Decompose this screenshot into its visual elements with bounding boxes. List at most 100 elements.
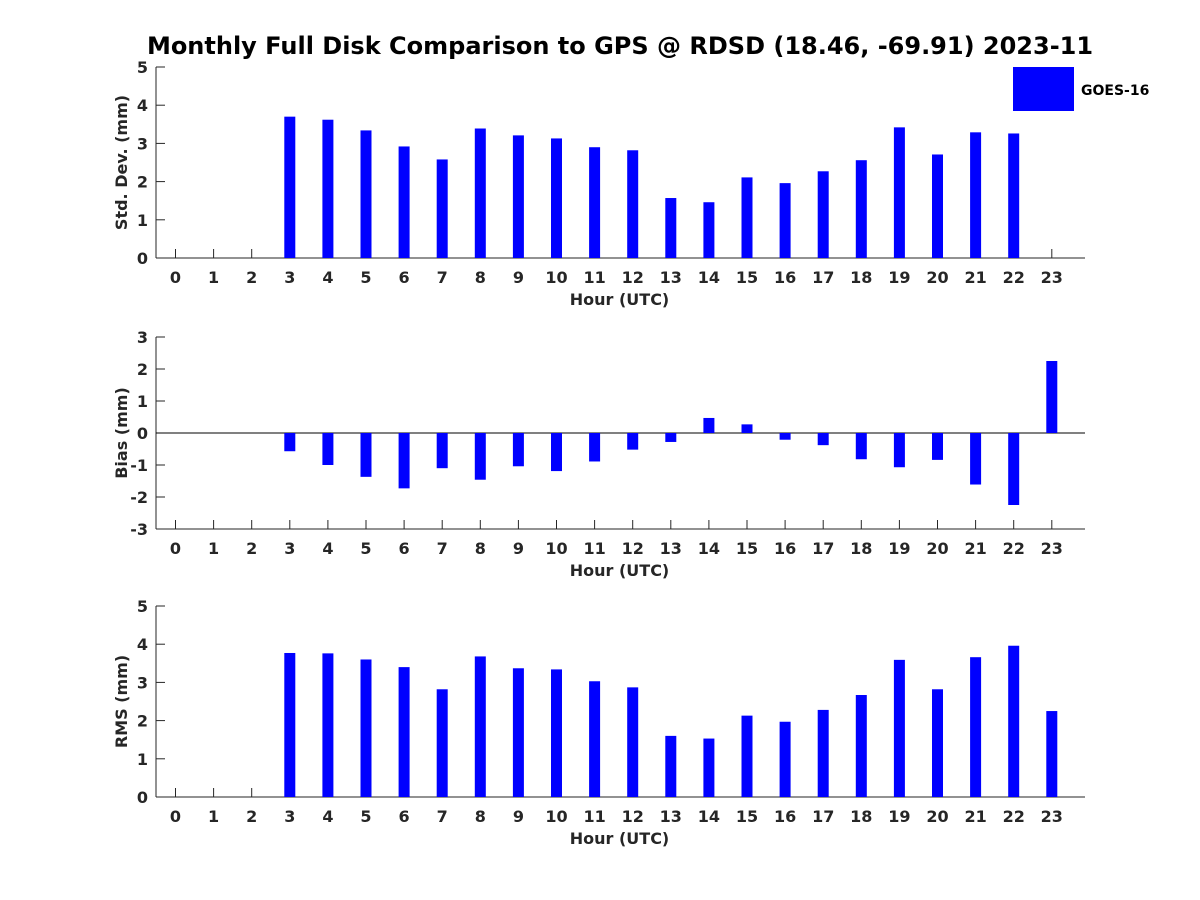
x-tick-label: 7 — [437, 807, 448, 826]
legend: GOES-16 — [1013, 67, 1149, 111]
y-tick-label: 1 — [137, 392, 148, 411]
x-tick-label: 3 — [284, 807, 295, 826]
x-axis-label: Hour (UTC) — [570, 290, 670, 309]
bar — [398, 146, 410, 258]
bar — [284, 433, 296, 452]
x-tick-label: 12 — [622, 807, 644, 826]
y-axis-label: RMS (mm) — [112, 655, 131, 748]
bar — [436, 159, 448, 258]
y-tick-label: 0 — [137, 249, 148, 268]
x-tick-label: 21 — [964, 539, 986, 558]
bar — [589, 681, 601, 797]
bar — [360, 659, 372, 797]
x-tick-label: 13 — [660, 807, 682, 826]
x-tick-label: 12 — [622, 539, 644, 558]
x-tick-label: 5 — [360, 807, 371, 826]
x-tick-label: 10 — [545, 268, 567, 287]
y-tick-label: -1 — [130, 456, 148, 475]
legend-label: GOES-16 — [1081, 83, 1149, 99]
x-tick-label: 4 — [322, 539, 333, 558]
x-tick-label: 6 — [399, 539, 410, 558]
y-tick-label: -2 — [130, 488, 148, 507]
x-tick-label: 11 — [583, 268, 605, 287]
x-tick-label: 9 — [513, 539, 524, 558]
y-tick-label: 0 — [137, 424, 148, 443]
bar — [398, 667, 410, 797]
y-tick-label: 5 — [137, 58, 148, 77]
bar — [817, 433, 829, 446]
x-tick-label: 17 — [812, 807, 834, 826]
x-tick-label: 2 — [246, 807, 257, 826]
bar — [855, 433, 867, 460]
bar — [512, 135, 524, 258]
x-tick-label: 10 — [545, 539, 567, 558]
bar — [817, 171, 829, 258]
x-tick-label: 5 — [360, 539, 371, 558]
x-tick-label: 1 — [208, 807, 219, 826]
y-axis-label: Bias (mm) — [112, 387, 131, 479]
bar — [627, 433, 639, 450]
y-tick-label: 4 — [137, 96, 148, 115]
x-tick-label: 22 — [1003, 268, 1025, 287]
x-tick-label: 14 — [698, 539, 720, 558]
x-tick-label: 0 — [170, 268, 181, 287]
x-tick-label: 16 — [774, 539, 796, 558]
bar — [627, 687, 639, 797]
bar — [512, 433, 524, 467]
bar — [665, 433, 677, 442]
bar — [893, 127, 905, 258]
bar — [741, 177, 753, 258]
x-tick-label: 23 — [1041, 807, 1063, 826]
bar — [360, 130, 372, 258]
bar — [589, 433, 601, 462]
x-tick-label: 2 — [246, 539, 257, 558]
chart-title: Monthly Full Disk Comparison to GPS @ RD… — [147, 32, 1093, 60]
bar — [1008, 133, 1020, 258]
x-tick-label: 15 — [736, 268, 758, 287]
y-tick-label: -3 — [130, 520, 148, 539]
x-tick-label: 18 — [850, 539, 872, 558]
x-tick-label: 8 — [475, 807, 486, 826]
bar — [817, 709, 829, 797]
x-tick-label: 3 — [284, 539, 295, 558]
x-tick-label: 17 — [812, 268, 834, 287]
bar — [665, 735, 677, 797]
x-tick-label: 8 — [475, 539, 486, 558]
x-tick-label: 13 — [660, 268, 682, 287]
x-tick-label: 16 — [774, 807, 796, 826]
x-tick-label: 11 — [583, 539, 605, 558]
x-tick-label: 20 — [926, 807, 948, 826]
x-tick-label: 9 — [513, 807, 524, 826]
x-tick-label: 12 — [622, 268, 644, 287]
bar — [474, 656, 486, 797]
bar — [1008, 433, 1020, 505]
y-tick-label: 4 — [137, 635, 148, 654]
bar — [436, 689, 448, 797]
x-tick-label: 5 — [360, 268, 371, 287]
x-tick-label: 8 — [475, 268, 486, 287]
y-tick-label: 2 — [137, 173, 148, 192]
bar — [932, 154, 943, 258]
x-axis-label: Hour (UTC) — [570, 829, 670, 848]
bar — [855, 695, 867, 797]
bar — [627, 150, 639, 258]
x-tick-label: 19 — [888, 268, 910, 287]
x-tick-label: 7 — [437, 539, 448, 558]
x-tick-label: 3 — [284, 268, 295, 287]
bar — [703, 417, 715, 433]
x-tick-label: 21 — [964, 268, 986, 287]
x-tick-label: 1 — [208, 539, 219, 558]
y-tick-label: 1 — [137, 211, 148, 230]
x-tick-label: 19 — [888, 539, 910, 558]
bar — [741, 424, 753, 433]
bar — [855, 160, 867, 258]
bar — [436, 433, 448, 469]
x-tick-label: 13 — [660, 539, 682, 558]
x-tick-label: 6 — [399, 807, 410, 826]
x-tick-label: 2 — [246, 268, 257, 287]
y-tick-label: 3 — [137, 673, 148, 692]
x-tick-label: 22 — [1003, 539, 1025, 558]
